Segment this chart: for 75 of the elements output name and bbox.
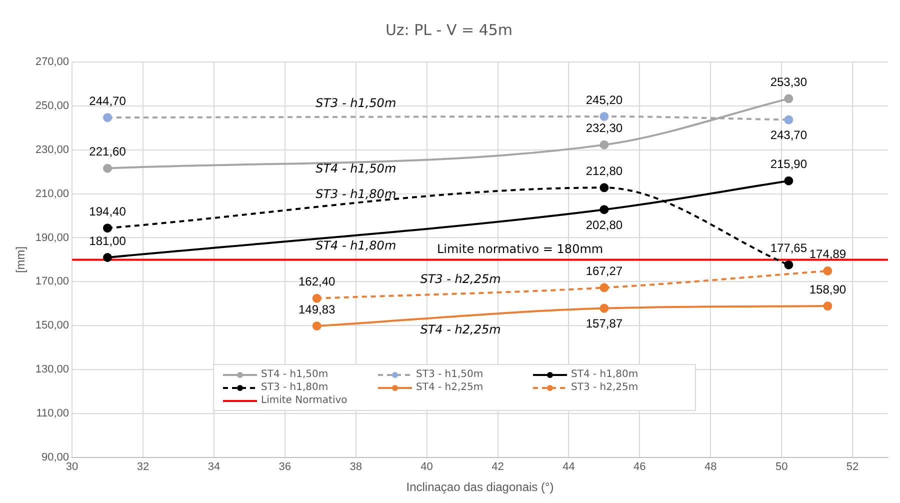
legend-label: ST4 - h2,25m — [416, 382, 484, 393]
legend-label: ST3 - h1,50m — [416, 369, 484, 380]
x-tick-label: 32 — [136, 461, 150, 474]
point — [103, 164, 112, 173]
x-axis-title: Inclinaçao das diagonais (°) — [406, 480, 554, 494]
data-label: 149,83 — [298, 302, 336, 316]
y-tick-label: 150,00 — [35, 320, 70, 332]
data-label: 244,70 — [89, 94, 126, 108]
data-label: 157,87 — [586, 316, 623, 331]
y-tick-label: 90,00 — [42, 451, 70, 464]
x-tick-label: 42 — [492, 461, 504, 474]
x-tick-label: 48 — [704, 461, 717, 474]
legend-label: ST3 - h1,80m — [261, 382, 328, 393]
data-label: 212,80 — [586, 164, 623, 178]
text: ST3 - h2,25m — [420, 272, 501, 286]
y-tick-label: 130,00 — [35, 364, 70, 376]
data-label: 221,60 — [89, 144, 126, 159]
text: ST3 - h1,50m — [316, 96, 396, 110]
point — [103, 224, 112, 233]
data-label: 158,90 — [809, 282, 846, 296]
y-tick-label: 250,00 — [35, 100, 70, 112]
point — [784, 115, 794, 124]
y-tick-label: 170,00 — [35, 276, 70, 288]
x-tick-label: 38 — [350, 461, 362, 474]
point — [784, 94, 794, 104]
data-label: 194,40 — [89, 204, 126, 218]
point — [600, 183, 609, 192]
y-tick-label: 190,00 — [35, 232, 70, 244]
y-tick-label: 230,00 — [35, 144, 70, 156]
legend-label: Limite Normativo — [261, 395, 348, 406]
point — [784, 260, 794, 270]
data-label: 202,80 — [586, 218, 623, 232]
data-label: 215,90 — [770, 157, 808, 172]
x-tick-label: 34 — [208, 461, 220, 474]
data-label: 177,65 — [770, 241, 808, 256]
data-label: 167,27 — [586, 264, 623, 278]
point — [823, 266, 832, 276]
x-tick-label: 50 — [775, 461, 788, 474]
legend-label: ST3 - h2,25m — [571, 382, 638, 393]
data-label: 162,40 — [298, 274, 336, 289]
point — [600, 283, 609, 292]
x-tick-label: 46 — [634, 461, 646, 474]
x-tick-label: 52 — [846, 461, 859, 474]
data-label: 232,30 — [586, 121, 623, 136]
legend-label: ST4 - h1,50m — [261, 369, 328, 380]
legend-label: ST4 - h1,80m — [571, 369, 638, 380]
point — [312, 294, 322, 303]
point — [784, 176, 794, 186]
point — [312, 321, 322, 330]
chart-title: Uz: PL - V = 45m — [385, 20, 513, 39]
y-tick-label: 110,00 — [36, 408, 70, 420]
point — [600, 112, 609, 121]
text: ST4 - h1,80m — [316, 238, 396, 253]
x-tick-label: 44 — [562, 461, 575, 474]
x-tick-label: 30 — [66, 461, 78, 474]
point — [823, 302, 832, 311]
point — [103, 113, 112, 122]
text: ST4 - h2,25m — [420, 322, 501, 336]
point — [103, 253, 112, 262]
data-label: 243,70 — [770, 128, 808, 142]
data-label: 245,20 — [586, 92, 623, 107]
text: ST3 - h1,80m — [316, 186, 396, 201]
y-tick-label: 270,00 — [35, 56, 70, 68]
point — [600, 140, 609, 150]
point — [600, 304, 609, 313]
data-label: 181,00 — [89, 234, 126, 248]
annotation: Limite normativo = 180mm — [436, 242, 604, 256]
x-tick-label: 36 — [278, 461, 292, 474]
data-label: 253,30 — [770, 74, 808, 89]
x-tick-label: 40 — [420, 461, 433, 474]
data-label: 174,89 — [809, 247, 846, 262]
point — [600, 205, 609, 214]
y-tick-label: 210,00 — [35, 188, 70, 200]
text: ST4 - h1,50m — [316, 162, 396, 176]
y-axis-title: [mm] — [14, 246, 28, 274]
